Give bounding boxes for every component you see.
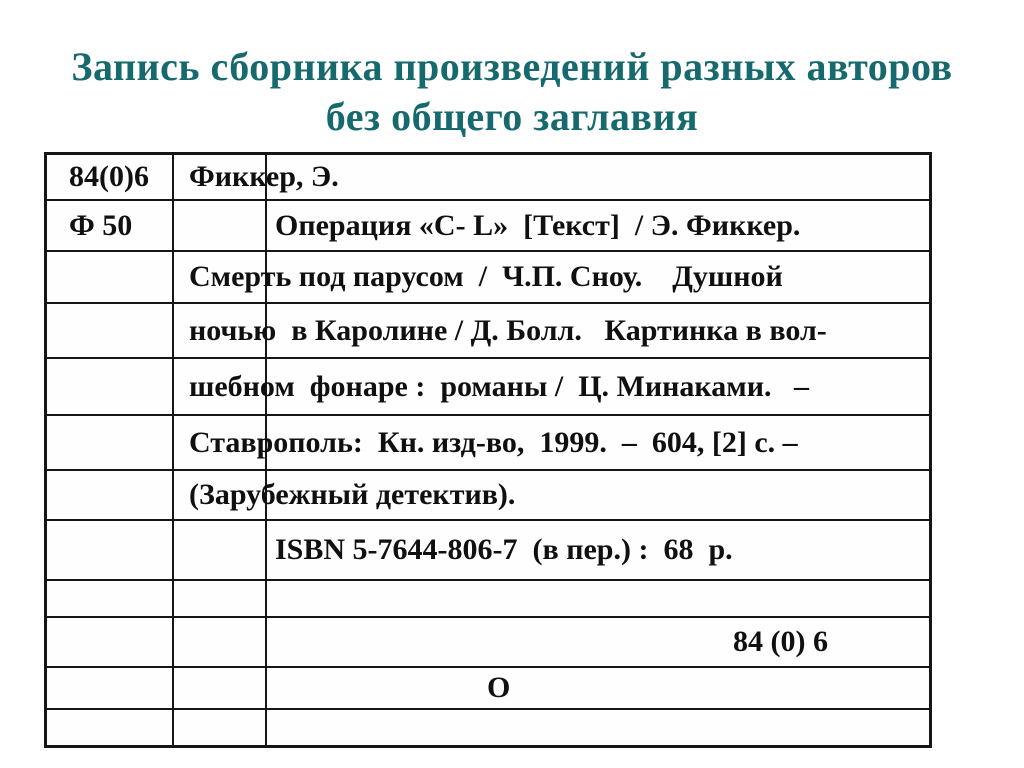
isbn-line: ISBN 5-7644-806-7 (в пер.) : 68 р. <box>275 533 733 566</box>
slide-title: Запись сборника произведений разных авто… <box>0 42 1024 142</box>
catalog-card-table: 84(0)6 Фиккер, Э. Ф 50 Операция «C- L» [… <box>44 152 932 748</box>
imprint-line: Ставрополь: Кн. изд-во, 1999. – 604, [2]… <box>189 425 798 459</box>
table-row <box>47 710 929 745</box>
column-divider-1 <box>172 155 174 745</box>
table-row: 84 (0) 6 <box>47 618 929 668</box>
author-sign: Ф 50 <box>69 208 133 242</box>
column-divider-2 <box>265 155 267 745</box>
table-row <box>47 581 929 618</box>
table-row: ISBN 5-7644-806-7 (в пер.) : 68 р. <box>47 521 929 581</box>
series-statement: (Зарубежный детектив). <box>189 478 516 511</box>
table-row: Ф 50 Операция «C- L» [Текст] / Э. Фиккер… <box>47 201 929 252</box>
table-row: шебном фонаре : романы / Ц. Минаками. – <box>47 359 929 416</box>
classification-index: 84(0)6 <box>69 160 149 193</box>
table-row: Ставрополь: Кн. изд-во, 1999. – 604, [2]… <box>47 416 929 471</box>
slide-title-line-1: Запись сборника произведений разных авто… <box>71 44 953 89</box>
slide-title-line-2: без общего заглавия <box>325 94 699 139</box>
description-line: ночью в Каролине / Д. Болл. Картинка в в… <box>189 313 827 347</box>
call-number: 84 (0) 6 <box>733 625 828 658</box>
table-row: ночью в Каролине / Д. Болл. Картинка в в… <box>47 304 929 359</box>
description-line: Смерть под парусом / Ч.П. Сноу. Душной <box>189 260 783 293</box>
title-statement: Операция «C- L» [Текст] / Э. Фиккер. <box>275 208 801 242</box>
table-row: (Зарубежный детектив). <box>47 471 929 521</box>
table-row: 84(0)6 Фиккер, Э. <box>47 155 929 201</box>
description-line: шебном фонаре : романы / Ц. Минаками. – <box>189 369 809 403</box>
table-row: Смерть под парусом / Ч.П. Сноу. Душной <box>47 252 929 304</box>
filing-letter: О <box>487 671 511 704</box>
table-row: О <box>47 668 929 710</box>
author-heading: Фиккер, Э. <box>189 160 339 193</box>
